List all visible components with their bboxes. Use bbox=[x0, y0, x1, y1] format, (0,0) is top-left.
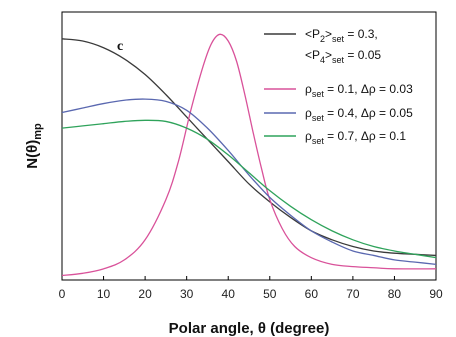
x-tick-label: 70 bbox=[346, 287, 360, 301]
series-lines bbox=[61, 33, 437, 277]
x-axis-ticks: 0 10 20 30 40 50 60 70 80 90 bbox=[59, 276, 443, 301]
legend-entry-label: <P2>set = 0.3, bbox=[305, 27, 378, 44]
x-tick-label: 20 bbox=[138, 287, 152, 301]
series-line-rho-0.4 bbox=[61, 98, 437, 266]
legend-entry-label: <P4>set = 0.05 bbox=[305, 48, 381, 65]
x-axis-label: Polar angle, θ (degree) bbox=[169, 320, 330, 337]
x-tick-label: 90 bbox=[429, 287, 443, 301]
series-line-rho-0.1 bbox=[61, 33, 437, 277]
legend: <P2>set = 0.3, <P4>set = 0.05 ρset = 0.1, … bbox=[264, 27, 413, 146]
y-axis-label: N(θ)mp bbox=[24, 123, 44, 169]
series-line-rho-0.7 bbox=[61, 119, 437, 259]
x-tick-label: 40 bbox=[222, 287, 236, 301]
plot-frame bbox=[61, 11, 437, 281]
x-tick-label: 80 bbox=[388, 287, 402, 301]
series-line-p2-p4 bbox=[61, 38, 437, 257]
x-tick-label: 60 bbox=[305, 287, 319, 301]
x-tick-label: 10 bbox=[97, 287, 111, 301]
legend-entry-label: ρset = 0.1, Δρ = 0.03 bbox=[305, 82, 413, 99]
x-tick-label: 50 bbox=[263, 287, 277, 301]
legend-entry-label: ρset = 0.7, Δρ = 0.1 bbox=[305, 129, 406, 146]
legend-entry-label: ρset = 0.4, Δρ = 0.05 bbox=[305, 106, 413, 123]
x-tick-label: 30 bbox=[180, 287, 194, 301]
x-tick-label: 0 bbox=[59, 287, 66, 301]
panel-label: c bbox=[117, 39, 123, 54]
